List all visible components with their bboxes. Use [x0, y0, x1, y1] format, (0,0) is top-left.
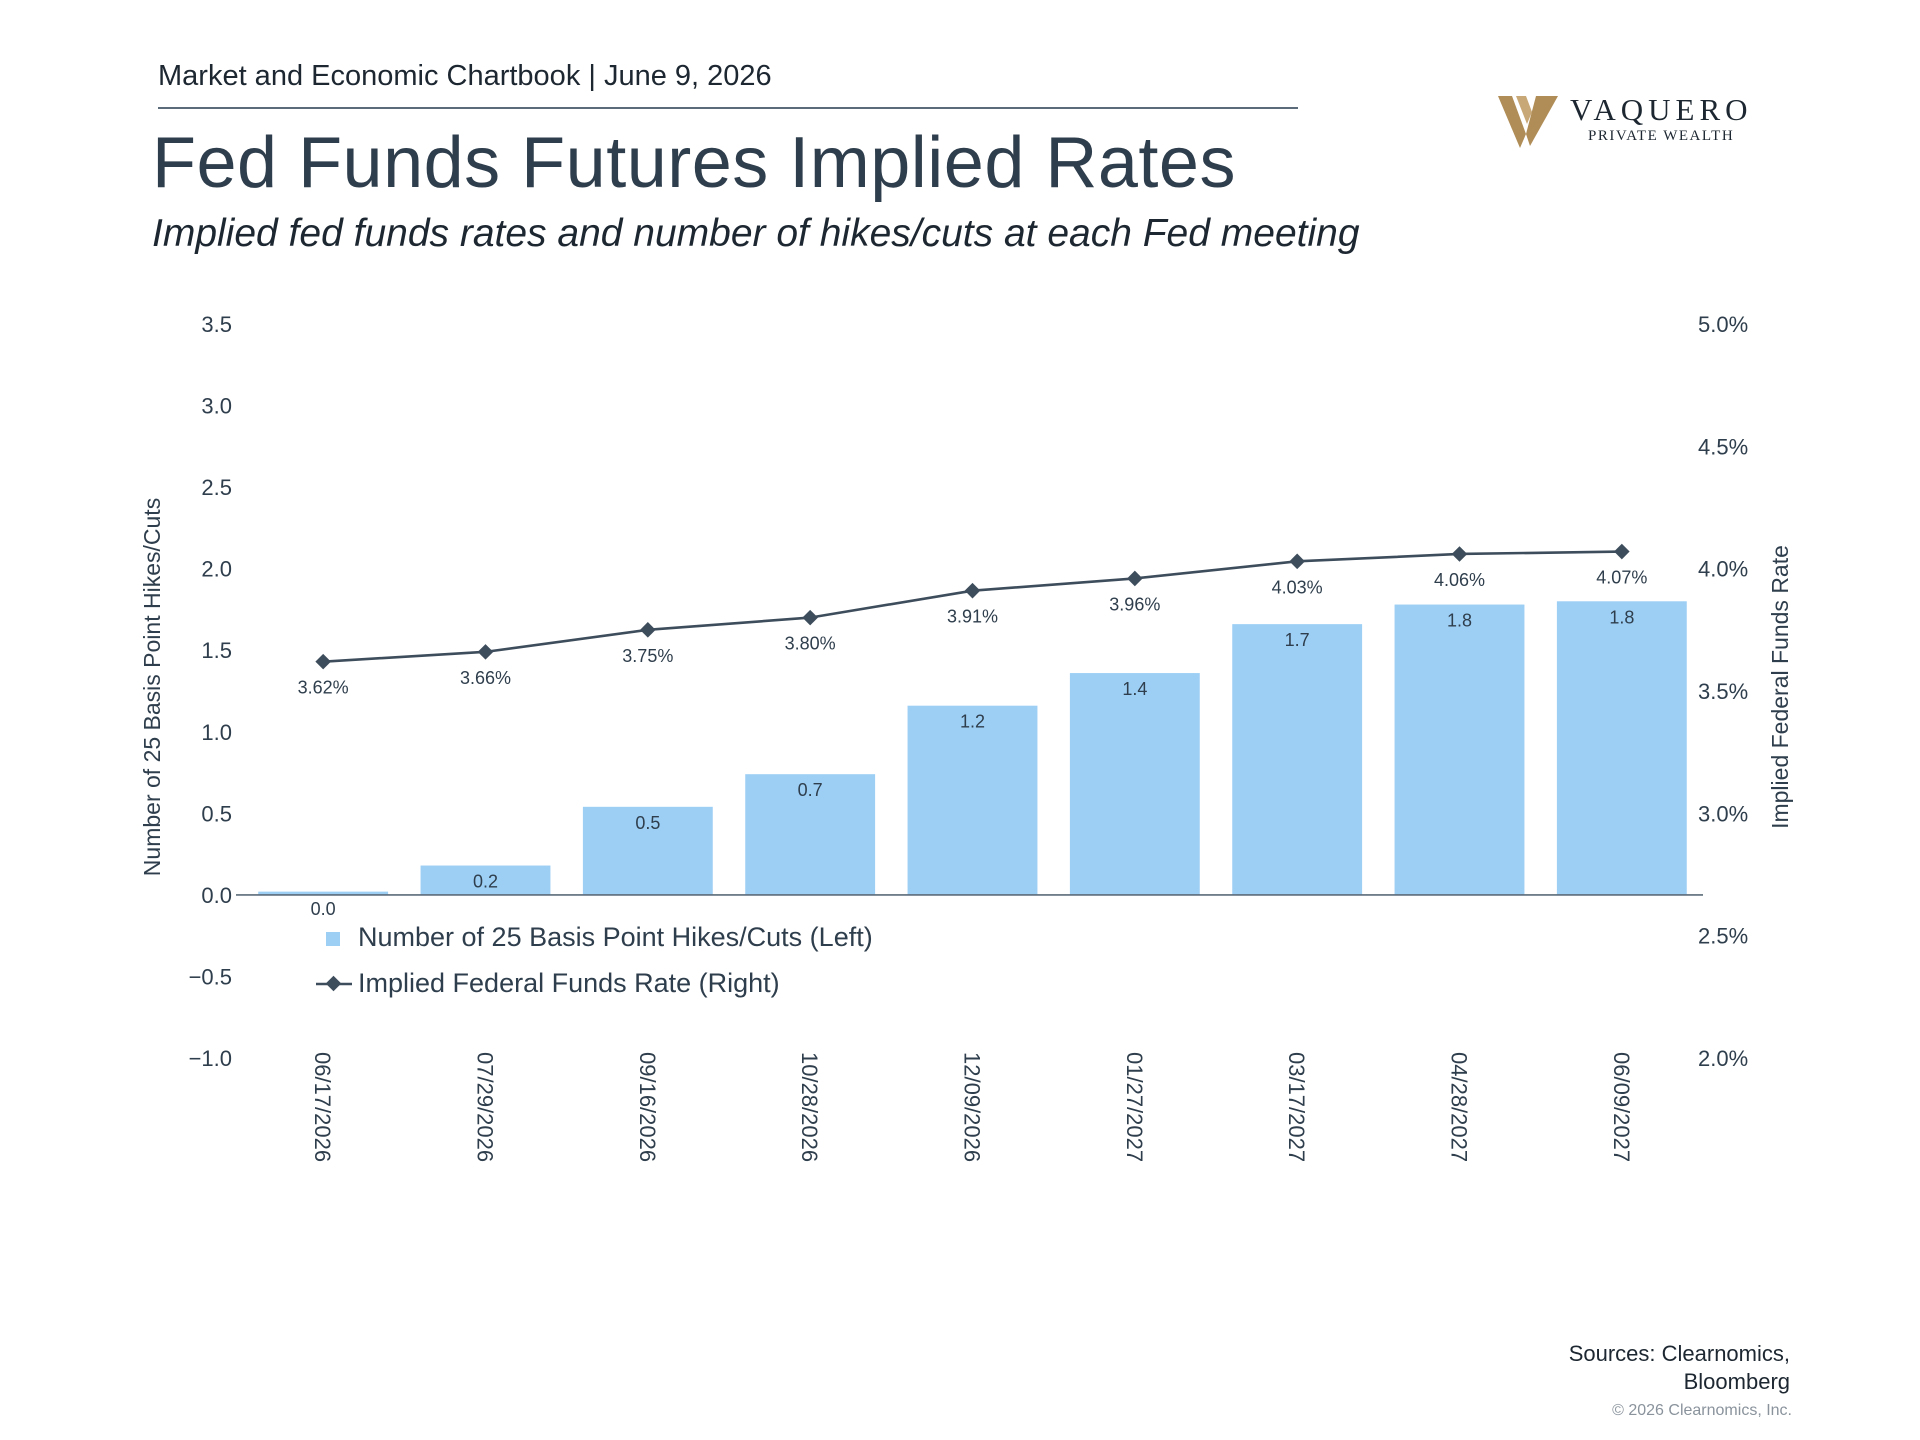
- page-title: Fed Funds Futures Implied Rates: [152, 123, 1236, 203]
- left-tick-label: 1.5: [201, 638, 232, 663]
- left-tick-label: 0.0: [201, 883, 232, 908]
- right-axis-title: Implied Federal Funds Rate: [1767, 545, 1793, 829]
- legend-line-marker: [325, 975, 342, 992]
- logo-subtitle: PRIVATE WEALTH: [1588, 128, 1735, 144]
- rate-label: 3.75%: [622, 646, 673, 666]
- x-tick-label: 06/17/2026: [310, 1052, 335, 1162]
- rate-point: [315, 653, 331, 670]
- x-tick-label: 03/17/2027: [1284, 1052, 1309, 1162]
- bar-label: 1.8: [1447, 611, 1472, 631]
- right-tick-label: 2.0%: [1698, 1046, 1748, 1071]
- rate-point: [964, 582, 981, 599]
- legend-line-label: Implied Federal Funds Rate (Right): [358, 968, 780, 998]
- vaquero-logo: VAQUERO PRIVATE WEALTH: [1496, 92, 1756, 152]
- rate-point: [640, 622, 656, 638]
- bar-label: 0.2: [473, 872, 498, 892]
- bar-03/17/2027: [1232, 624, 1363, 895]
- rate-label: 4.07%: [1596, 568, 1647, 588]
- left-tick-label: 2.5: [201, 475, 232, 500]
- right-tick-label: 3.5%: [1698, 679, 1748, 704]
- bar-09/16/2026: [582, 806, 713, 895]
- rate-point: [1614, 543, 1630, 560]
- x-tick-label: 07/29/2026: [473, 1052, 498, 1162]
- rate-label: 3.66%: [460, 668, 511, 688]
- bar-06/17/2026: [258, 891, 389, 895]
- vaquero-v-icon: [1498, 96, 1558, 148]
- sources-line-2: Bloomberg: [1683, 1369, 1790, 1394]
- rate-label: 4.06%: [1434, 570, 1485, 590]
- left-axis-title: Number of 25 Basis Point Hikes/Cuts: [139, 498, 165, 876]
- bar-label: 1.4: [1122, 679, 1147, 699]
- x-tick-label: 09/16/2026: [635, 1052, 660, 1162]
- bar-label: 0.7: [798, 780, 823, 800]
- rate-point: [802, 609, 818, 626]
- legend-bar-label: Number of 25 Basis Point Hikes/Cuts (Lef…: [358, 922, 873, 952]
- rate-label: 3.96%: [1109, 594, 1160, 614]
- axes-layer: 3.5 3.0 2.5 2.0 1.5 1.0 0.5 0.0 −0.5 −1.0 5.0% 4.5%…: [189, 312, 1749, 1162]
- right-tick-label: 4.0%: [1698, 557, 1748, 582]
- bar-label: 1.7: [1285, 630, 1310, 650]
- bar-label: 1.2: [960, 712, 985, 732]
- bar-label: 1.8: [1609, 607, 1634, 627]
- rate-point: [477, 644, 494, 660]
- x-tick-label: 12/09/2026: [960, 1052, 985, 1162]
- bar-04/28/2027: [1394, 604, 1525, 895]
- bar-07/29/2026: [420, 865, 551, 895]
- bar-12/09/2026: [907, 705, 1038, 895]
- left-tick-label: 0.5: [201, 801, 232, 826]
- rate-label: 3.91%: [947, 607, 998, 627]
- sources-line-1: Sources: Clearnomics,: [1568, 1341, 1790, 1366]
- rate-point: [1127, 570, 1143, 587]
- x-tick-label: 06/09/2027: [1609, 1052, 1634, 1162]
- logo-wordmark: VAQUERO: [1570, 92, 1753, 127]
- right-tick-label: 2.5%: [1698, 924, 1748, 949]
- page-subtitle: Implied fed funds rates and number of hi…: [152, 212, 1360, 255]
- rate-label: 4.03%: [1272, 577, 1323, 597]
- x-tick-label: 04/28/2027: [1447, 1052, 1472, 1162]
- chartbook-header: Market and Economic Chartbook | June 9, …: [158, 60, 772, 92]
- line-layer: 3.62% 3.66% 3.75% 3.80% 3.91% 3.96% 4.03% 4.06%…: [298, 543, 1647, 698]
- right-tick-label: 3.0%: [1698, 801, 1748, 826]
- left-tick-label: 2.0: [201, 557, 232, 582]
- left-tick-label: 1.0: [201, 720, 232, 745]
- left-tick-label: −1.0: [189, 1046, 232, 1071]
- left-tick-label: 3.5: [201, 312, 232, 337]
- header-divider: [158, 107, 1298, 109]
- bars-layer: 0.0 0.2 0.5 0.7 1.2 1.4 1.7 1.8 1.8: [258, 601, 1687, 919]
- sources-note: Sources: Clearnomics, Bloomberg: [1430, 1340, 1790, 1396]
- rate-label: 3.80%: [785, 634, 836, 654]
- left-tick-label: 3.0: [201, 394, 232, 419]
- rate-label: 3.62%: [298, 678, 349, 698]
- right-tick-label: 5.0%: [1698, 312, 1748, 337]
- copyright-note: © 2026 Clearnomics, Inc.: [1612, 1402, 1792, 1419]
- bar-10/28/2026: [745, 774, 876, 895]
- rate-point: [1289, 553, 1305, 570]
- right-tick-label: 4.5%: [1698, 434, 1748, 459]
- bar-06/09/2027: [1556, 601, 1687, 895]
- left-tick-label: −0.5: [189, 964, 232, 989]
- x-tick-label: 10/28/2026: [797, 1052, 822, 1162]
- rate-point: [1451, 546, 1468, 562]
- legend: Number of 25 Basis Point Hikes/Cuts (Lef…: [316, 922, 873, 998]
- bar-01/27/2027: [1069, 673, 1200, 895]
- bar-label: 0.5: [635, 813, 660, 833]
- bar-label: 0.0: [311, 899, 336, 919]
- legend-bar-swatch: [326, 932, 340, 946]
- x-tick-label: 01/27/2027: [1122, 1052, 1147, 1162]
